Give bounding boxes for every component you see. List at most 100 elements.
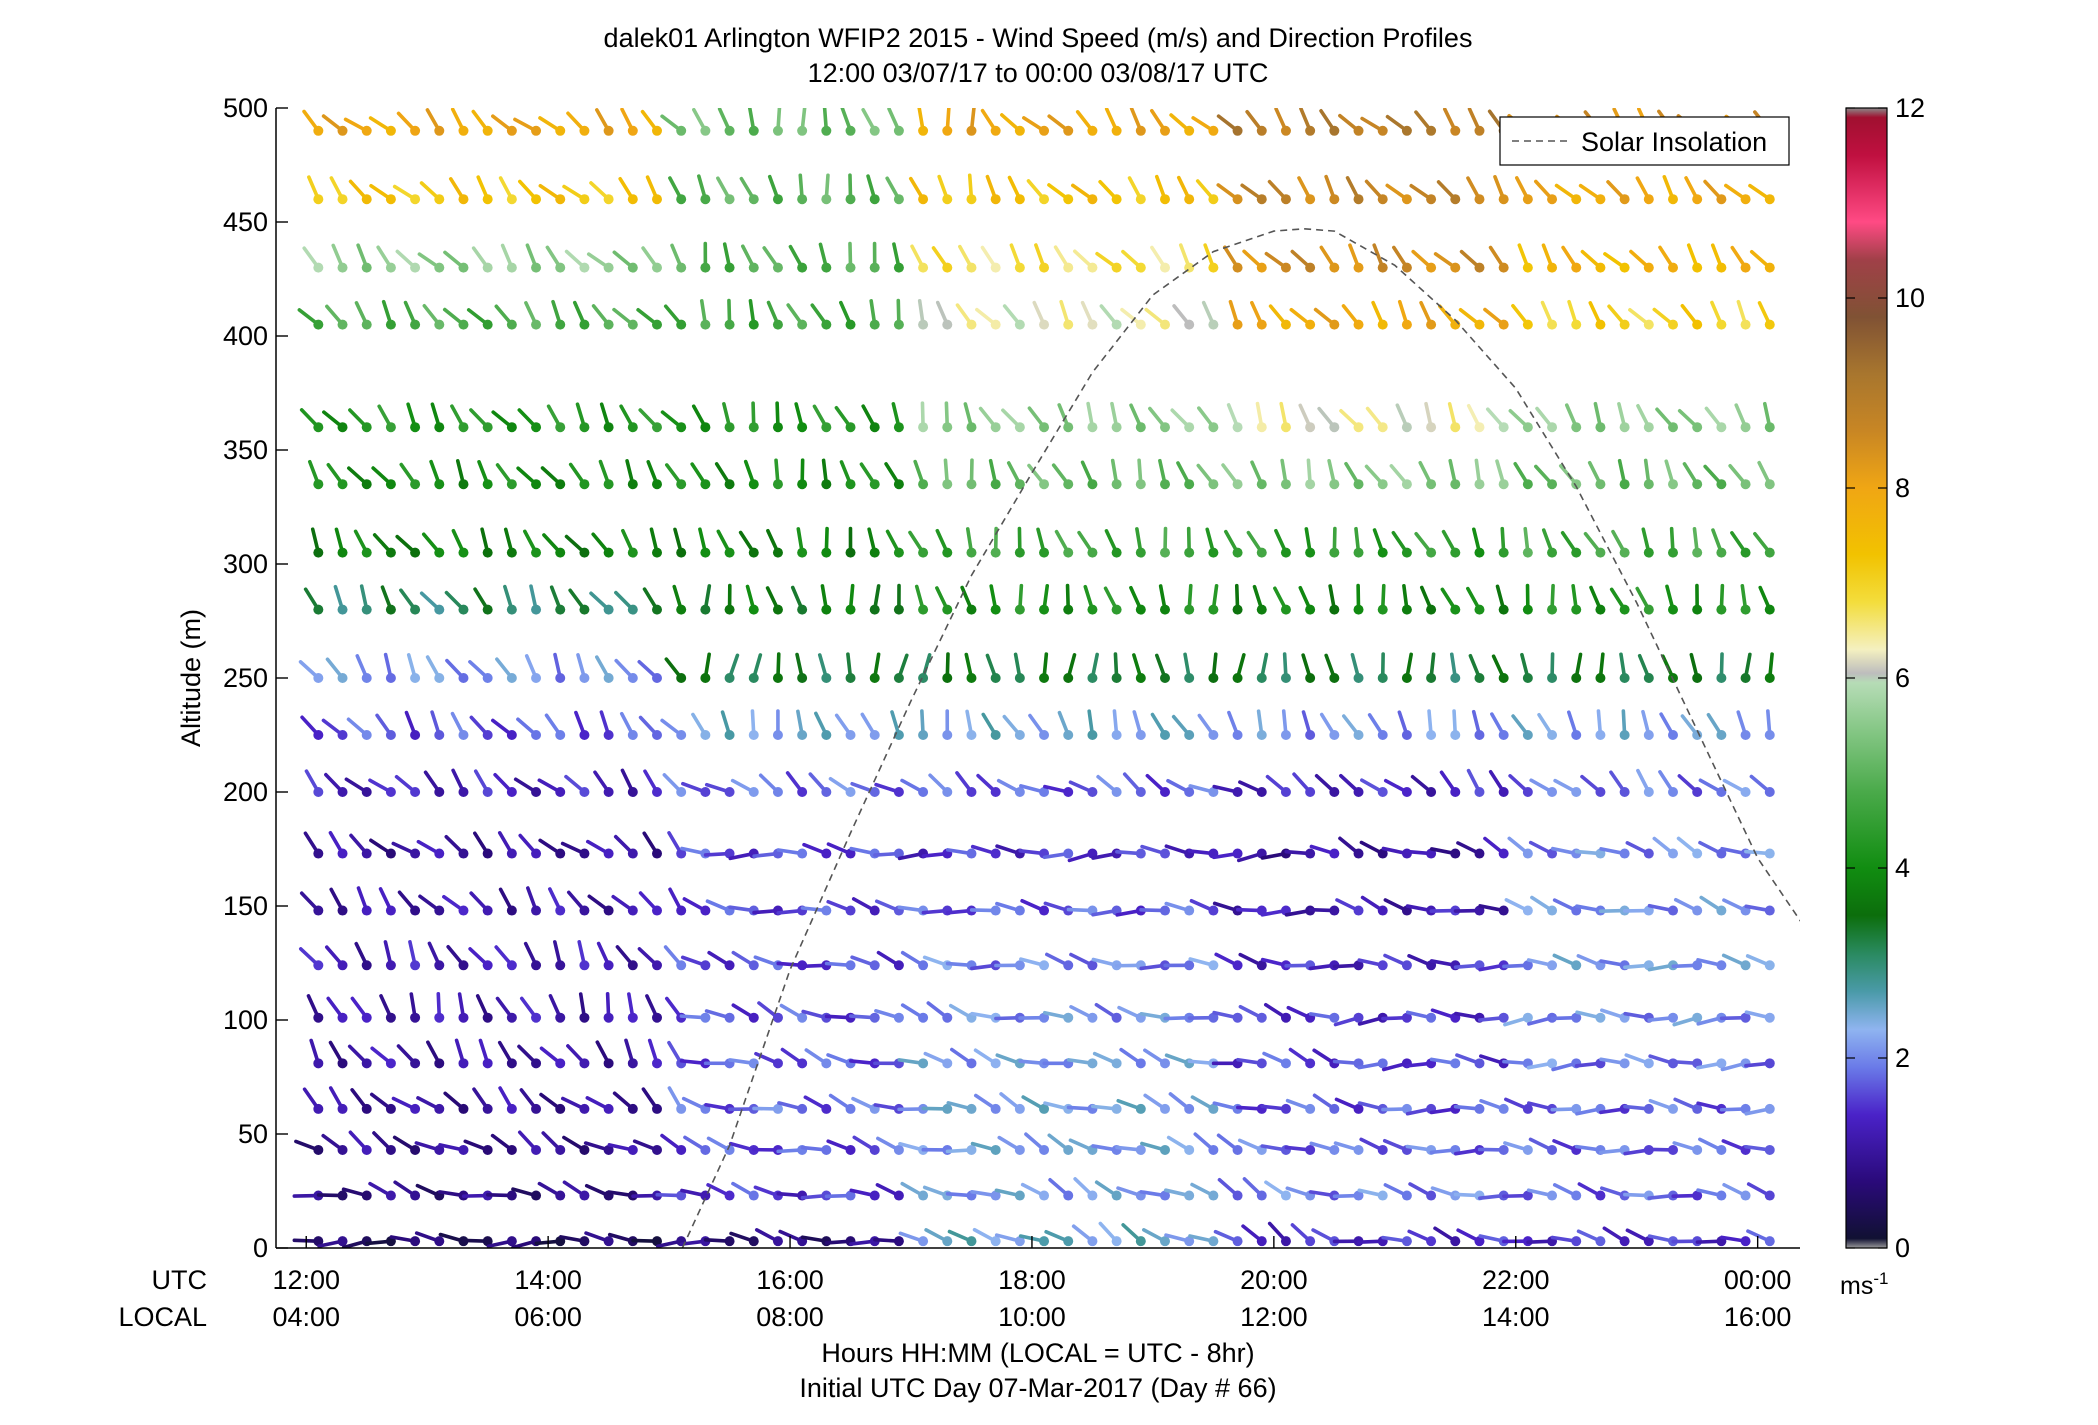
wind-barb-head: [700, 604, 711, 615]
wind-barb-head: [1571, 194, 1582, 205]
wind-barb-head: [410, 1190, 421, 1201]
wind-barb-head: [385, 787, 396, 797]
wind-barb-head: [1111, 547, 1122, 558]
wind-barb-head: [361, 194, 372, 205]
x-axis-label: Hours HH:MM (LOCAL = UTC - 8hr): [821, 1338, 1254, 1368]
wind-barb-head: [990, 604, 1001, 615]
wind-barb-head: [627, 848, 638, 859]
wind-barb-head: [966, 1236, 977, 1247]
wind-barb-head: [1764, 848, 1775, 859]
wind-barb-head: [1256, 319, 1267, 330]
wind-barb-head: [797, 194, 808, 205]
wind-barb-head: [1014, 319, 1025, 330]
wind-barb-head: [603, 422, 614, 433]
wind-barb-head: [1522, 1012, 1533, 1023]
wind-barb-head: [1353, 1190, 1364, 1201]
wind-barb-head: [1280, 787, 1291, 797]
wind-barb-head: [918, 1236, 929, 1247]
wind-barb-head: [1280, 479, 1291, 490]
wind-barb-head: [821, 479, 832, 490]
wind-barb-head: [966, 422, 977, 433]
wind-barb-head: [337, 1190, 348, 1201]
wind-barb-head: [410, 422, 421, 433]
wind-barb-head: [1401, 787, 1412, 797]
wind-barb-head: [555, 125, 566, 136]
wind-barb-head: [1401, 547, 1412, 558]
wind-barb-head: [1184, 194, 1195, 205]
wind-barb-head: [869, 422, 880, 433]
wind-barb-head: [1474, 673, 1485, 683]
wind-barb-head: [1329, 848, 1340, 859]
colorbar-ticks: 0 2 4 6 8 10 12: [1846, 93, 1925, 1263]
wind-barb-head: [652, 730, 662, 740]
wind-barb-head: [1111, 1190, 1122, 1201]
wind-barb-head: [845, 673, 856, 683]
wind-barb-head: [1692, 547, 1703, 558]
wind-barb-head: [1184, 960, 1195, 971]
wind-barb-head: [966, 787, 977, 797]
wind-barb-head: [1692, 1012, 1703, 1023]
wind-barb-head: [1256, 960, 1267, 971]
wind-barb-head: [434, 194, 445, 205]
wind-barb-head: [603, 787, 614, 797]
wind-barb-head: [627, 1103, 638, 1114]
y-tick-label: 100: [223, 1005, 268, 1035]
wind-barb-head: [1764, 1012, 1775, 1023]
wind-barb-head: [1450, 422, 1461, 433]
wind-barb-head: [385, 905, 396, 916]
wind-barb-head: [1256, 262, 1267, 273]
wind-barb-head: [1377, 673, 1388, 683]
wind-barb-head: [506, 604, 517, 615]
wind-barb-head: [434, 673, 445, 683]
wind-barb-head: [1135, 262, 1146, 273]
wind-barb-head: [410, 1012, 421, 1023]
wind-barb-head: [410, 673, 421, 683]
wind-barb-head: [1474, 604, 1485, 615]
wind-barb-head: [1668, 1144, 1678, 1155]
wind-barb-head: [313, 1103, 324, 1114]
wind-barb-head: [1280, 1103, 1291, 1114]
wind-barb-head: [1111, 1236, 1122, 1247]
wind-barb-head: [676, 960, 687, 971]
wind-barb-head: [1063, 479, 1074, 490]
wind-barb-head: [361, 905, 372, 916]
wind-barb-head: [627, 125, 638, 136]
wind-barb-head: [724, 194, 735, 205]
wind-barb-head: [1087, 547, 1098, 558]
wind-barb-head: [1063, 1144, 1074, 1155]
wind-barb-head: [1039, 1144, 1050, 1155]
wind-barb-head: [1498, 262, 1509, 273]
x-tick-label-local: 16:00: [1724, 1302, 1792, 1332]
wind-barb-head: [1740, 673, 1751, 683]
wind-barb-head: [579, 1012, 590, 1023]
wind-barb-head: [1401, 125, 1412, 136]
wind-barb-head: [385, 319, 396, 330]
wind-barb-head: [1160, 262, 1170, 273]
wind-barb-head: [1063, 848, 1074, 859]
wind-barb-head: [893, 1190, 904, 1201]
wind-barb-head: [676, 422, 687, 433]
wind-barb-head: [1643, 422, 1654, 433]
wind-barb-head: [1522, 479, 1533, 490]
wind-barb-head: [337, 194, 348, 205]
wind-barb-head: [1692, 422, 1703, 433]
wind-barb-head: [1740, 422, 1751, 433]
wind-barb-head: [1571, 422, 1582, 433]
wind-barb-head: [1280, 125, 1291, 136]
wind-barb-head: [1087, 1190, 1098, 1201]
wind-barb-head: [627, 787, 638, 797]
wind-barb-head: [1232, 730, 1243, 740]
wind-barb-head: [458, 960, 469, 971]
wind-barb-head: [506, 673, 517, 683]
wind-barb-head: [1450, 1058, 1461, 1069]
wind-barb-head: [700, 905, 711, 916]
wind-barb-head: [869, 673, 880, 683]
wind-barb-head: [1353, 730, 1364, 740]
wind-barb-head: [918, 125, 929, 136]
wind-barb-head: [1668, 730, 1678, 740]
wind-barb-head: [942, 730, 953, 740]
wind-barb-head: [1353, 1103, 1364, 1114]
wind-barb-head: [410, 1144, 421, 1155]
wind-barb-head: [1619, 673, 1630, 683]
wind-barb-head: [410, 479, 421, 490]
